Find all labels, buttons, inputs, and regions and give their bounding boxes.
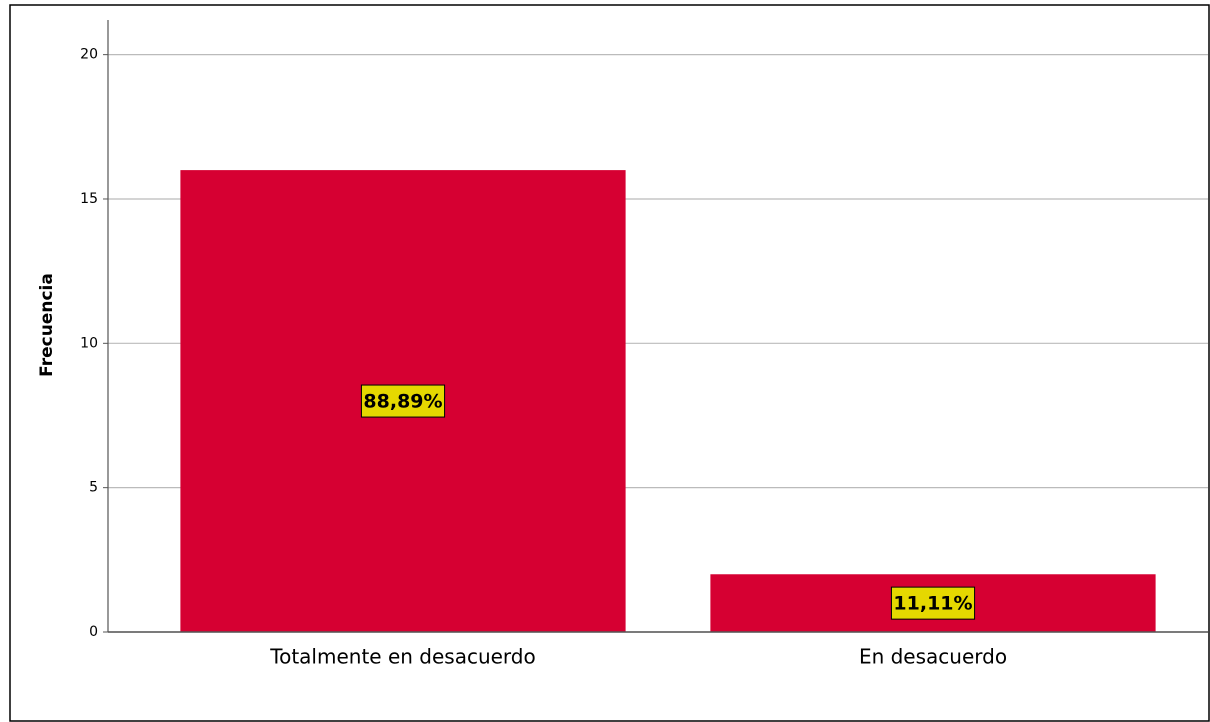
value-label-box <box>890 586 976 620</box>
x-tick-label: Totalmente en desacuerdo <box>269 645 535 669</box>
value-label-box <box>360 384 446 418</box>
x-tick-label: En desacuerdo <box>859 645 1007 669</box>
y-tick-label: 0 <box>89 624 98 640</box>
value-label: 11,11% <box>893 593 972 615</box>
y-axis-label: Frecuencia <box>37 273 57 377</box>
y-tick-label: 5 <box>89 480 98 496</box>
y-tick-label: 20 <box>80 47 98 63</box>
value-label: 88,89% <box>363 391 442 413</box>
y-tick-label: 10 <box>80 335 98 351</box>
y-tick-label: 15 <box>80 191 98 207</box>
